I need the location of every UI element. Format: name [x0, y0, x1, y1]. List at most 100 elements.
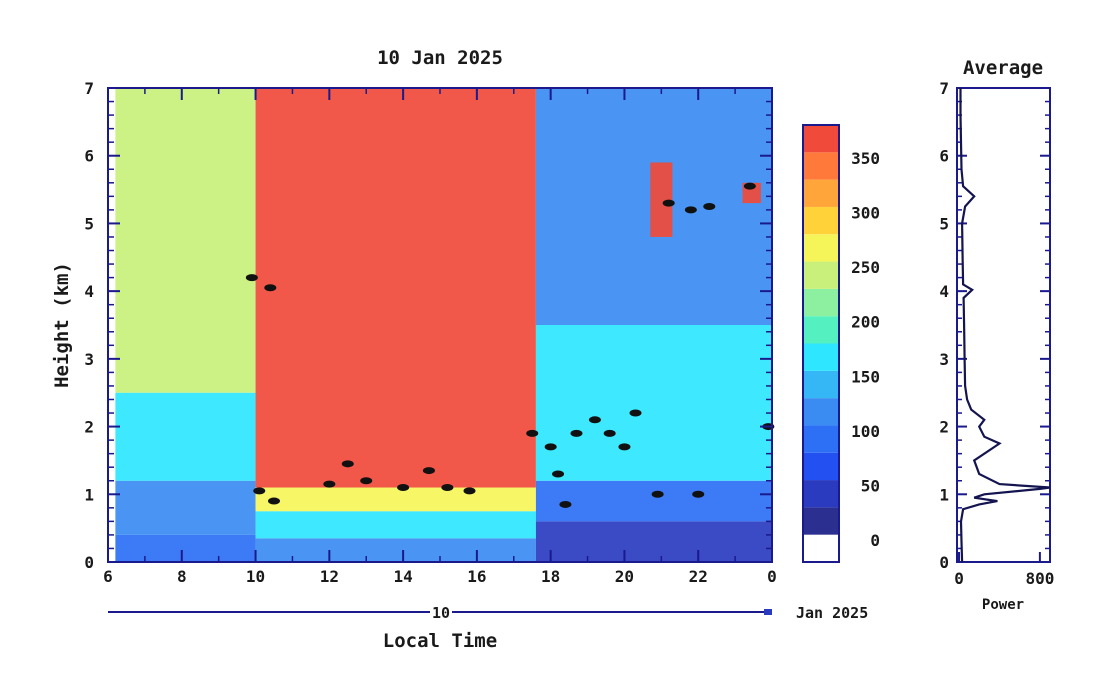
heatmap-region-7 [255, 88, 536, 488]
heatmap-region-4 [255, 538, 536, 562]
y-tick-label: 2 [84, 418, 94, 437]
colorbar-tick-label: 300 [851, 203, 880, 222]
cloud-boundary-mark-12 [559, 500, 572, 508]
colorbar-tick-label: 250 [851, 258, 880, 277]
x-axis-label: Local Time [383, 630, 497, 652]
profile-y-tick-label: 3 [939, 350, 949, 369]
date-end-marker [764, 609, 772, 615]
x-tick-label: 14 [393, 567, 412, 586]
colorbar-swatch-15 [803, 125, 839, 153]
colorbar-swatch-13 [803, 179, 839, 207]
date-month-label: Jan 2025 [796, 604, 868, 622]
colorbar-tick-label: 200 [851, 313, 880, 332]
cloud-boundary-mark-19 [692, 490, 705, 498]
colorbar-swatch-1 [803, 507, 839, 535]
profile-y-tick-label: 6 [939, 147, 949, 166]
colorbar-tick-label: 350 [851, 149, 880, 168]
colorbar: 0 50 100 150 200 250 300 350 [802, 124, 880, 563]
heatmap-area [115, 88, 772, 562]
profile-y-tick-labels: 0 1 2 3 4 5 6 7 [939, 79, 949, 572]
profile-y-tick-label: 4 [939, 282, 949, 301]
heatmap-region-2 [115, 392, 256, 481]
colorbar-swatch-10 [803, 261, 839, 289]
x-tick-label: 16 [467, 567, 486, 586]
y-axis-label: Height (km) [51, 262, 73, 388]
colorbar-swatch-12 [803, 206, 839, 235]
x-tick-label: 20 [615, 567, 634, 586]
cloud-boundary-mark-13 [570, 429, 583, 437]
colorbar-swatch-9 [803, 288, 839, 317]
x-tick-label: 6 [103, 567, 113, 586]
profile-frame [956, 87, 1051, 563]
x-tick-label: 8 [177, 567, 187, 586]
y-tick-label: 1 [84, 485, 94, 504]
colorbar-swatches [803, 125, 839, 562]
cloud-boundary-mark-7 [441, 484, 454, 492]
x-tick-label: 22 [689, 567, 708, 586]
cloud-boundary-mark-1 [268, 497, 280, 505]
cloud-boundary-mark-3 [341, 460, 354, 468]
profile-y-tick-label: 2 [939, 418, 949, 437]
x-tick-label: 18 [541, 567, 560, 586]
main-title: 10 Jan 2025 [377, 47, 503, 69]
cloud-boundary-mark-24 [703, 203, 716, 210]
colorbar-swatch-14 [803, 152, 839, 180]
y-tick-label: 6 [84, 147, 94, 166]
cloud-boundary-mark-17 [629, 409, 642, 417]
colorbar-swatch-11 [803, 234, 839, 262]
cloud-boundary-mark-6 [422, 467, 435, 475]
cloud-boundary-mark-10 [544, 443, 557, 451]
profile-x-tick-label: 0 [954, 569, 964, 588]
cloud-boundary-mark-5 [397, 484, 410, 492]
heatmap-region-3 [115, 88, 256, 393]
y-tick-label: 4 [84, 282, 94, 301]
profile-x-tick-labels: 0 800 [954, 569, 1054, 588]
cloud-boundary-mark-11 [552, 470, 565, 478]
heatmap-region-5 [255, 511, 536, 539]
y-tick-label: 5 [84, 214, 94, 233]
heatmap-region-10 [535, 325, 772, 481]
y-tick-label: 0 [84, 553, 94, 572]
colorbar-swatch-3 [803, 452, 839, 481]
colorbar-swatch-4 [803, 425, 839, 453]
colorbar-tick-label: 50 [861, 477, 880, 496]
cloud-boundary-mark-20 [245, 274, 258, 282]
colorbar-tick-label: 0 [870, 531, 880, 550]
cloud-boundary-mark-4 [360, 477, 373, 485]
main-ticks [107, 87, 773, 563]
y-tick-label: 7 [84, 79, 94, 98]
cloud-boundary-mark-25 [743, 182, 756, 190]
y-tick-label: 3 [84, 350, 94, 369]
cloud-boundary-mark-14 [588, 416, 601, 424]
x-tick-label: 12 [320, 567, 339, 586]
cloud-boundary-mark-0 [253, 487, 266, 495]
profile-panel: Average 0 1 2 3 4 5 6 7 0 800 Power [939, 57, 1054, 613]
cloud-boundary-mark-15 [603, 429, 616, 437]
profile-series-line [959, 88, 1051, 563]
x-tick-label: 10 [246, 567, 265, 586]
colorbar-swatch-2 [803, 480, 839, 508]
profile-y-tick-label: 1 [939, 485, 949, 504]
cloud-boundary-mark-18 [651, 490, 664, 498]
x-tick-labels: 6 8 10 12 14 16 18 20 22 0 [103, 567, 777, 586]
cloud-boundary-mark-2 [323, 480, 336, 488]
colorbar-swatch-6 [803, 370, 839, 399]
colorbar-swatch-5 [803, 398, 839, 426]
cloud-boundary-mark-8 [463, 487, 476, 495]
colorbar-tick-label: 100 [851, 422, 880, 441]
x-tick-label: 0 [767, 567, 777, 586]
profile-title: Average [963, 57, 1043, 79]
cloud-boundary-mark-9 [526, 429, 539, 437]
heatmap-region-8 [535, 521, 772, 562]
heatmap-region-9 [535, 480, 772, 522]
profile-y-tick-label: 5 [939, 214, 949, 233]
heatmap-region-0 [115, 534, 256, 562]
profile-x-axis-label: Power [982, 597, 1024, 613]
colorbar-swatch-8 [803, 316, 839, 344]
colorbar-tick-labels: 0 50 100 150 200 250 300 350 [851, 149, 880, 550]
colorbar-tick-label: 150 [851, 367, 880, 386]
cloud-boundary-mark-23 [684, 206, 697, 214]
heatmap-region-12 [650, 162, 673, 237]
date-axis: 10 Jan 2025 Local Time [108, 604, 868, 652]
